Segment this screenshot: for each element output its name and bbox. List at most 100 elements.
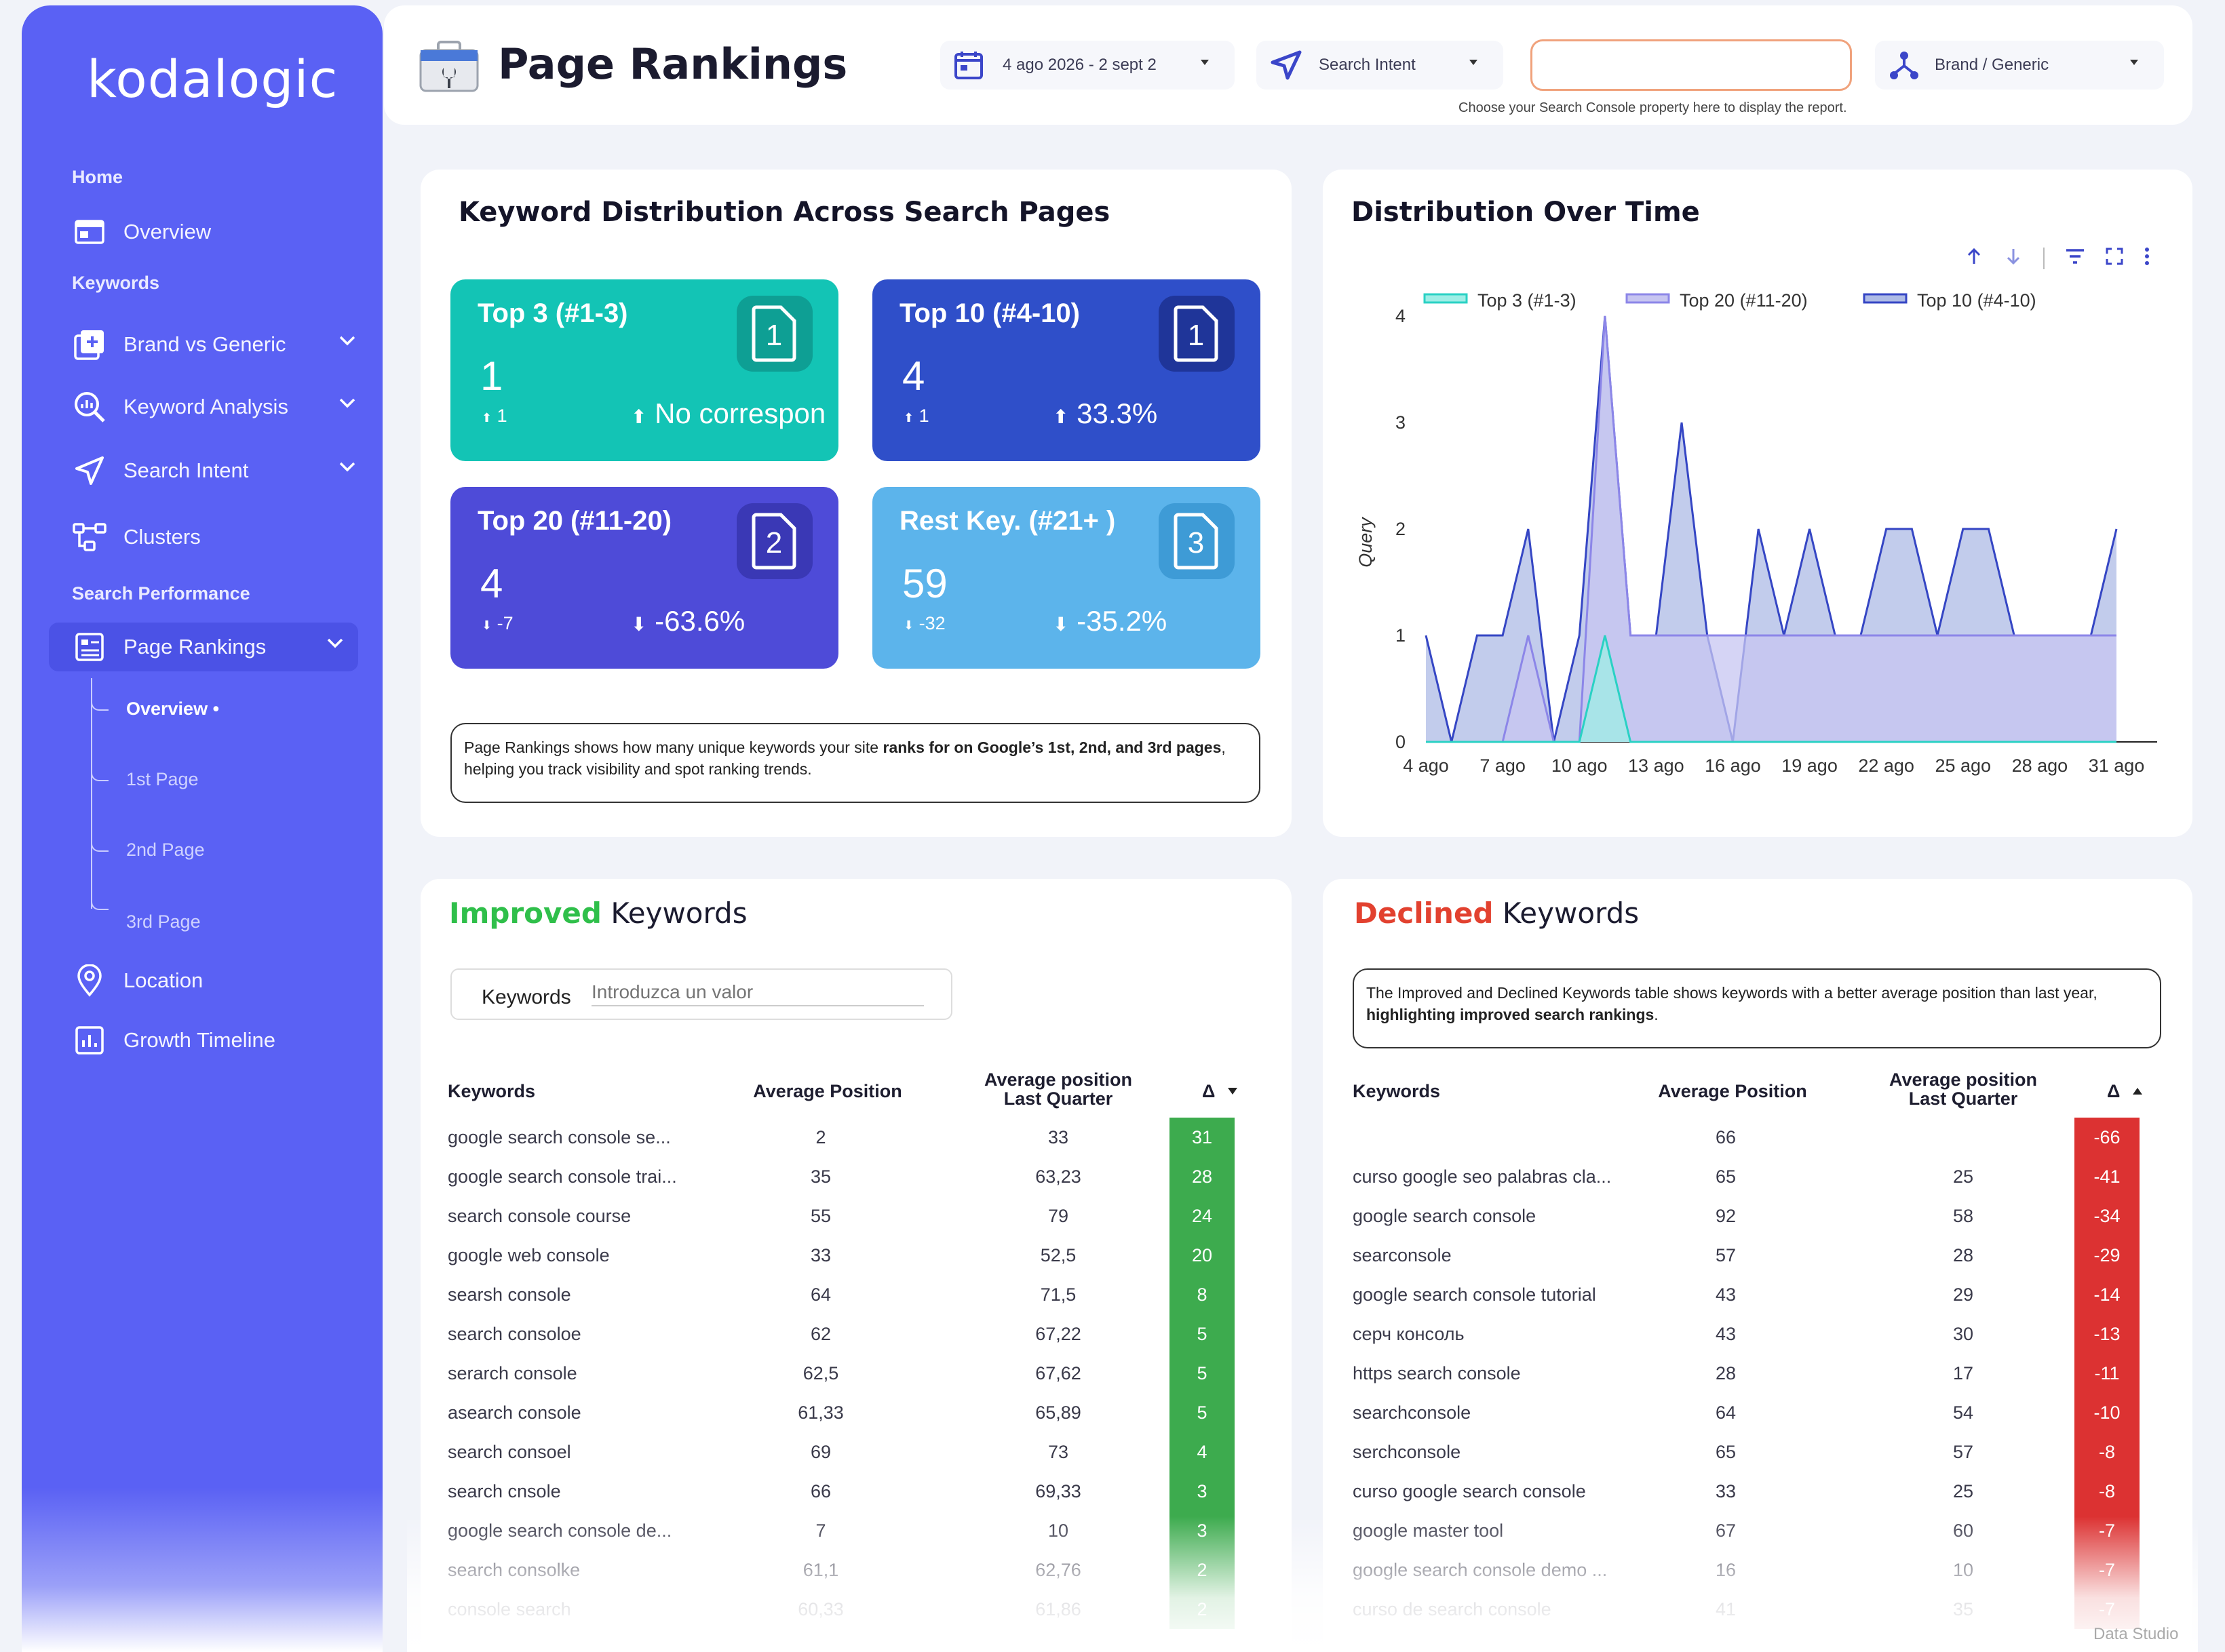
column-header[interactable]: Average position Last Quarter	[1889, 1069, 2038, 1109]
keyword-filter[interactable]: Keywords	[450, 968, 952, 1020]
sidebar-item-brand-vs-generic[interactable]: Brand vs Generic	[72, 320, 370, 369]
table-row[interactable]: curso google seo palabras cla... 65 25 -41	[1353, 1157, 2167, 1196]
table-row[interactable]: google search console se... 2 33 31	[448, 1118, 1262, 1157]
sort-descending-icon[interactable]	[1228, 1088, 1237, 1095]
avg-position-cell: 55	[810, 1206, 832, 1226]
table-row[interactable]: google search console 92 58 -34	[1353, 1196, 2167, 1236]
delta-cell: 3	[1169, 1511, 1235, 1550]
subnav-2nd-page[interactable]: 2nd Page	[126, 840, 205, 860]
table-row[interactable]: google master tool 67 60 -7	[1353, 1511, 2167, 1550]
page-rankings-icon	[72, 629, 107, 665]
keyword-cell: search console course	[448, 1206, 632, 1226]
sidebar-item-clusters[interactable]: Clusters	[72, 513, 370, 562]
keyword-cell: searconsole	[1353, 1245, 1452, 1265]
column-header[interactable]: Δ	[1202, 1081, 1216, 1101]
search-intent-filter[interactable]: Search Intent	[1256, 41, 1503, 90]
chevron-down-icon[interactable]	[326, 633, 345, 658]
keyword-cell: serchconsole	[1353, 1442, 1461, 1462]
property-selector[interactable]	[1530, 39, 1852, 91]
column-header[interactable]: Average Position	[1658, 1081, 1807, 1101]
column-header[interactable]: Keywords	[1353, 1081, 1441, 1101]
table-row[interactable]: search console course 55 79 24	[448, 1196, 1262, 1236]
table-row[interactable]: search consoloe 62 67,22 5	[448, 1314, 1262, 1354]
table-row[interactable]: https search console 28 17 -11	[1353, 1354, 2167, 1393]
table-row[interactable]: search consoel 69 73 4	[448, 1432, 1262, 1472]
sidebar-item-search-intent[interactable]: Search Intent	[72, 446, 370, 495]
table-row[interactable]: google search console tutorial 43 29 -14	[1353, 1275, 2167, 1314]
column-header[interactable]: Average position Last Quarter	[984, 1069, 1133, 1109]
last-quarter-cell: 10	[1047, 1520, 1069, 1541]
table-row[interactable]: 66 -66	[1353, 1118, 2167, 1157]
clusters-icon	[72, 519, 107, 555]
table-row[interactable]: searconsole 57 28 -29	[1353, 1236, 2167, 1275]
keyword-filter-input[interactable]	[592, 979, 924, 1006]
sort-down-icon[interactable]	[2004, 247, 2023, 269]
sidebar-item-growth-timeline[interactable]: Growth Timeline	[72, 1016, 370, 1065]
avg-position-cell: 66	[810, 1481, 832, 1501]
last-quarter-cell: 25	[1952, 1481, 1974, 1501]
sidebar-item-location[interactable]: Location	[72, 956, 370, 1005]
kpi-tile[interactable]: Top 3 (#1-3) 1 ⬆ 1 ⬆ No correspon 1	[450, 279, 838, 461]
avg-position-cell: 64	[1715, 1402, 1737, 1423]
kpi-tile[interactable]: Rest Key. (#21+ ) 59 ⬇ -32 ⬇ -35.2% 3	[872, 487, 1260, 669]
more-options-icon[interactable]	[2144, 247, 2150, 269]
subnav-overview[interactable]: Overview •	[126, 699, 220, 719]
table-row[interactable]: google web console 33 52,5 20	[448, 1236, 1262, 1275]
fullscreen-icon[interactable]	[2106, 248, 2123, 269]
date-range-picker[interactable]: 4 ago 2026 - 2 sept 2	[940, 41, 1235, 90]
document-icon: 1	[1174, 305, 1218, 362]
section-search-performance[interactable]: Search Performance	[72, 583, 250, 604]
delta-cell: -66	[2074, 1118, 2140, 1157]
table-row[interactable]: searsh console 64 71,5 8	[448, 1275, 1262, 1314]
table-row[interactable]: search consolke 61,1 62,76 2	[448, 1550, 1262, 1590]
kpi-label: Top 10 (#4-10)	[899, 298, 1080, 328]
table-row[interactable]: curso google search console 33 25 -8	[1353, 1472, 2167, 1511]
avg-position-cell: 33	[1715, 1481, 1737, 1501]
brand-generic-filter[interactable]: Brand / Generic	[1875, 41, 2164, 90]
chevron-down-icon[interactable]	[338, 393, 357, 418]
title-highlight: Improved	[449, 897, 602, 930]
kpi-tile[interactable]: Top 10 (#4-10) 4 ⬆ 1 ⬆ 33.3% 1	[872, 279, 1260, 461]
table-row[interactable]: google search console trai... 35 63,23 28	[448, 1157, 1262, 1196]
sort-ascending-icon[interactable]	[2133, 1088, 2142, 1095]
section-keywords[interactable]: Keywords	[72, 273, 160, 293]
table-row[interactable]: console search 60,33 61,86 2	[448, 1590, 1262, 1629]
x-tick-label: 10 ago	[1551, 755, 1608, 776]
kodalogic-logo[interactable]: kodalogic	[87, 49, 338, 109]
chevron-down-icon[interactable]	[338, 331, 357, 355]
table-row[interactable]: google search console de... 7 10 3	[448, 1511, 1262, 1550]
delta-cell: 2	[1169, 1550, 1235, 1590]
x-tick-label: 31 ago	[2089, 755, 2145, 776]
kpi-delta-value: 1	[918, 406, 929, 426]
keyword-filter-label: Keywords	[482, 986, 571, 1008]
sidebar-item-overview[interactable]: Overview	[72, 208, 370, 256]
column-header[interactable]: Average Position	[753, 1081, 902, 1101]
sidebar-item-page-rankings[interactable]: Page Rankings	[49, 623, 358, 671]
table-row[interactable]: search cnsole 66 69,33 3	[448, 1472, 1262, 1511]
series-area	[1426, 316, 2116, 742]
kpi-tile[interactable]: Top 20 (#11-20) 4 ⬇ -7 ⬇ -63.6% 2	[450, 487, 838, 669]
avg-position-cell: 61,1	[802, 1560, 839, 1580]
table-row[interactable]: curso de search console 41 35 -7	[1353, 1590, 2167, 1629]
table-row[interactable]: asearch console 61,33 65,89 5	[448, 1393, 1262, 1432]
subnav-1st-page[interactable]: 1st Page	[126, 769, 199, 789]
delta-cell: -7	[2074, 1511, 2140, 1550]
sort-up-icon[interactable]	[1965, 247, 1984, 269]
table-row[interactable]: serarch console 62,5 67,62 5	[448, 1354, 1262, 1393]
table-row[interactable]: google search console demo ... 16 10 -7	[1353, 1550, 2167, 1590]
column-header[interactable]: Δ	[2107, 1081, 2121, 1101]
section-home[interactable]: Home	[72, 167, 123, 187]
table-row[interactable]: серч консоль 43 30 -13	[1353, 1314, 2167, 1354]
chevron-down-icon[interactable]	[338, 457, 357, 481]
sidebar-item-keyword-analysis[interactable]: Keyword Analysis	[72, 382, 370, 431]
table-row[interactable]: serchconsole 65 57 -8	[1353, 1432, 2167, 1472]
filter-icon[interactable]	[2065, 248, 2085, 269]
subnav-3rd-page[interactable]: 3rd Page	[126, 911, 201, 932]
keyword-cell: google search console tutorial	[1353, 1284, 1596, 1305]
column-header[interactable]: Keywords	[448, 1081, 536, 1101]
table-row[interactable]: searchconsole 64 54 -10	[1353, 1393, 2167, 1432]
toolbox-icon	[417, 38, 482, 98]
keyword-cell: searsh console	[448, 1284, 571, 1305]
delta-cell: 24	[1169, 1196, 1235, 1236]
last-quarter-cell: 52,5	[1040, 1245, 1077, 1265]
